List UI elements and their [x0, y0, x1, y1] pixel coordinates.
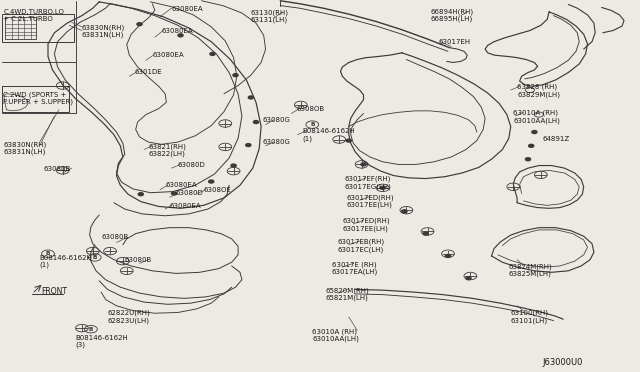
Text: 63017ED(RH)
63017EE(LH): 63017ED(RH) 63017EE(LH)	[342, 218, 390, 232]
Text: 63080B: 63080B	[125, 257, 152, 263]
Text: 63017EB(RH)
63017EC(LH): 63017EB(RH) 63017EC(LH)	[338, 239, 385, 253]
Text: 63010A (RH)
63010AA(LH): 63010A (RH) 63010AA(LH)	[513, 110, 560, 124]
Text: 64891Z: 64891Z	[543, 136, 570, 142]
Circle shape	[248, 96, 253, 99]
Text: 63080D: 63080D	[178, 162, 205, 168]
Text: B08146-6162H
(1): B08146-6162H (1)	[40, 255, 92, 268]
Circle shape	[402, 210, 407, 213]
Text: 63017EH: 63017EH	[438, 39, 470, 45]
Circle shape	[529, 144, 534, 147]
Text: 63080EA: 63080EA	[165, 182, 196, 188]
Text: 65820M(RH)
65821M(LH): 65820M(RH) 65821M(LH)	[325, 287, 369, 301]
Text: 6308OB: 6308OB	[297, 106, 325, 112]
Text: B: B	[93, 255, 97, 260]
Circle shape	[233, 74, 238, 77]
Circle shape	[138, 193, 143, 196]
Text: 63017E (RH)
63017EA(LH): 63017E (RH) 63017EA(LH)	[332, 261, 378, 275]
Text: 63080G: 63080G	[262, 117, 291, 123]
Text: 66894H(RH)
66895H(LH): 66894H(RH) 66895H(LH)	[430, 8, 473, 22]
Text: 63080G: 63080G	[262, 140, 291, 145]
Text: 63080EA: 63080EA	[170, 203, 201, 209]
Text: 63017EF(RH)
63017EG(LH): 63017EF(RH) 63017EG(LH)	[344, 176, 391, 190]
Text: 63017ED(RH)
63017EE(LH): 63017ED(RH) 63017EE(LH)	[347, 194, 394, 208]
Text: 63080D: 63080D	[176, 190, 204, 196]
Text: 63830N(RH)
63831N(LH): 63830N(RH) 63831N(LH)	[3, 141, 47, 155]
Text: 63080B: 63080B	[44, 166, 71, 171]
Text: 63080EA: 63080EA	[161, 28, 193, 34]
Text: C.2WD (SPORTS +
P.UPPER + S.UPPER): C.2WD (SPORTS + P.UPPER + S.UPPER)	[3, 91, 73, 105]
Circle shape	[231, 164, 236, 167]
Circle shape	[253, 121, 259, 124]
Text: B08146-6162H
(1): B08146-6162H (1)	[302, 128, 355, 142]
Text: B: B	[310, 122, 314, 127]
Text: 6308OE: 6308OE	[204, 187, 231, 193]
Text: 63130(RH)
63131(LH): 63130(RH) 63131(LH)	[251, 9, 289, 23]
Text: 63010A (RH)
63010AA(LH): 63010A (RH) 63010AA(LH)	[312, 328, 359, 342]
Text: B08146-6162H
(3): B08146-6162H (3)	[76, 335, 128, 348]
Text: 63080EA: 63080EA	[172, 6, 203, 12]
Bar	[2, 86, 69, 112]
Text: 63100(RH)
63101(LH): 63100(RH) 63101(LH)	[511, 310, 548, 324]
Bar	[5, 17, 36, 39]
Circle shape	[445, 254, 451, 257]
Circle shape	[466, 277, 471, 280]
Text: C.4WD.TURBO.LO
+ C.2L.TURBO: C.4WD.TURBO.LO + C.2L.TURBO	[3, 9, 64, 22]
Circle shape	[525, 158, 531, 161]
Circle shape	[423, 232, 428, 235]
Text: 63824M(RH)
63825M(LH): 63824M(RH) 63825M(LH)	[509, 263, 552, 278]
Text: J63000U0: J63000U0	[543, 358, 583, 367]
Circle shape	[361, 163, 366, 166]
Text: FRONT: FRONT	[42, 287, 68, 296]
Text: 6301DE: 6301DE	[134, 69, 162, 75]
Circle shape	[172, 192, 177, 195]
Text: B: B	[46, 251, 50, 256]
Text: 63080B: 63080B	[101, 234, 129, 240]
Bar	[2, 14, 74, 42]
Text: 63828 (RH)
63829M(LH): 63828 (RH) 63829M(LH)	[517, 84, 560, 98]
Circle shape	[210, 52, 215, 55]
Circle shape	[532, 131, 537, 134]
Circle shape	[380, 186, 385, 189]
Circle shape	[209, 180, 214, 183]
Circle shape	[246, 144, 251, 147]
Circle shape	[346, 139, 351, 142]
Circle shape	[137, 23, 142, 26]
Text: 63080EA: 63080EA	[152, 52, 184, 58]
Text: 62822U(RH)
62823U(LH): 62822U(RH) 62823U(LH)	[108, 310, 150, 324]
Text: 63830N(RH)
63831N(LH): 63830N(RH) 63831N(LH)	[82, 24, 125, 38]
Circle shape	[178, 34, 183, 37]
Text: B: B	[89, 327, 93, 332]
Text: 63821(RH)
63822(LH): 63821(RH) 63822(LH)	[148, 143, 186, 157]
